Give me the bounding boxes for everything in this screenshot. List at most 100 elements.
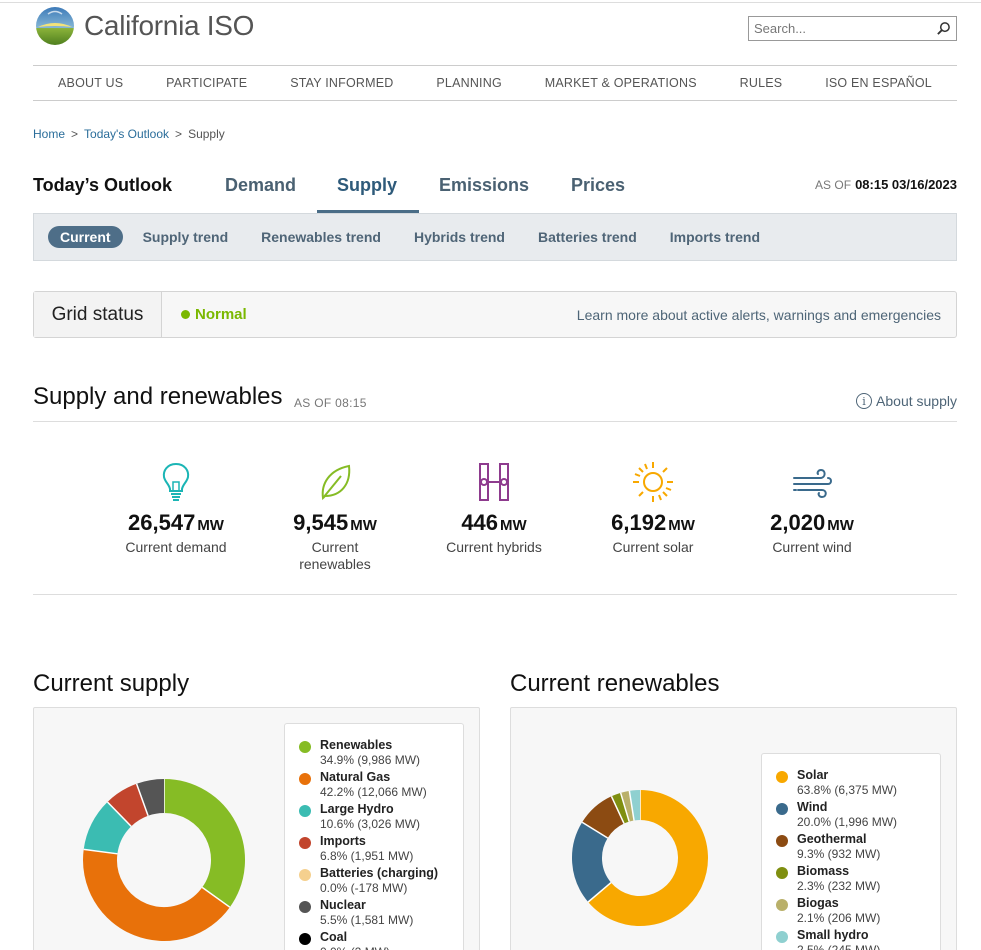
current-supply-title: Current supply xyxy=(33,670,190,697)
stat-value: 6,192 xyxy=(611,510,667,535)
legend-value: 2.3% (232 MW) xyxy=(797,879,881,893)
donut-slice-biogas[interactable] xyxy=(620,790,635,822)
donut-slice-geothermal[interactable] xyxy=(582,796,625,839)
stat-label: Current wind xyxy=(772,539,852,555)
stat-value: 446 xyxy=(461,510,499,535)
search-input[interactable] xyxy=(749,21,929,36)
legend-value: 2.1% (206 MW) xyxy=(797,911,881,925)
nav-rules[interactable]: RULES xyxy=(739,76,783,90)
legend-value: 20.0% (1,996 MW) xyxy=(797,815,898,829)
outlook-title: Today’s Outlook xyxy=(33,175,173,195)
legend-swatch xyxy=(299,933,311,945)
legend-name: Nuclear xyxy=(320,898,366,912)
legend-swatch xyxy=(299,837,311,849)
hybrid-icon xyxy=(479,463,509,501)
grid-status-value: Normal xyxy=(181,306,247,323)
slice-separator xyxy=(628,790,635,821)
donut-slice-imports[interactable] xyxy=(107,783,149,827)
search-box[interactable] xyxy=(748,16,957,41)
about-supply-label: About supply xyxy=(876,393,957,409)
donut-slice-solar[interactable] xyxy=(588,790,708,926)
stat-label: Current demand xyxy=(125,539,227,555)
search-icon[interactable] xyxy=(936,21,951,36)
legend-name: Small hydro xyxy=(797,928,869,942)
current-supply-donut xyxy=(83,779,245,941)
legend-value: 0.0% (-178 MW) xyxy=(320,881,408,895)
alerts-link[interactable]: Learn more about active alerts, warnings… xyxy=(576,307,941,323)
stat-current-demand: 26,547 MW Current demand xyxy=(101,460,251,556)
sun-icon xyxy=(633,462,673,502)
logo-globe-icon xyxy=(36,7,74,45)
legend-swatch xyxy=(776,899,788,911)
current-renewables-donut xyxy=(572,790,708,926)
stat-unit: MW xyxy=(197,517,224,534)
slice-separator xyxy=(201,886,231,908)
donut-slice-small-hydro[interactable] xyxy=(629,790,641,821)
nav-iso-en-espanol[interactable]: ISO EN ESPAÑOL xyxy=(825,76,932,90)
stat-current-wind: 2,020 MW Current wind xyxy=(737,460,887,556)
subnav-supply-trend[interactable]: Supply trend xyxy=(142,229,229,245)
divider xyxy=(33,421,957,422)
subnav-renewables-trend[interactable]: Renewables trend xyxy=(261,229,381,245)
legend-swatch xyxy=(776,867,788,879)
slice-separator xyxy=(106,801,132,827)
donut-slice-large-hydro[interactable] xyxy=(83,802,132,855)
subnav-current[interactable]: Current xyxy=(48,226,123,248)
legend-name: Solar xyxy=(797,768,829,782)
legend-value: 6.8% (1,951 MW) xyxy=(320,849,414,863)
supply-subnav: Current Supply trend Renewables trend Hy… xyxy=(33,213,957,261)
donut-slice-nuclear[interactable] xyxy=(136,779,165,817)
stat-value: 26,547 xyxy=(128,510,196,535)
legend-name: Coal xyxy=(320,930,348,944)
breadcrumb-current: Supply xyxy=(188,127,225,141)
nav-stay-informed[interactable]: STAY INFORMED xyxy=(290,76,394,90)
legend-swatch xyxy=(776,771,788,783)
stat-current-renewables: 9,545 MW Current renewables xyxy=(260,460,410,573)
current-renewables-panel: Solar 63.8% (6,375 MW) Wind 20.0% (1,996 MW… xyxy=(510,707,957,950)
tab-prices[interactable]: Prices xyxy=(571,175,626,195)
nav-planning[interactable]: PLANNING xyxy=(436,76,502,90)
legend-swatch xyxy=(299,773,311,785)
supply-renewables-title: Supply and renewables xyxy=(33,383,283,410)
legend-name: Imports xyxy=(320,834,366,848)
legend-swatch xyxy=(299,741,311,753)
slice-separator xyxy=(587,882,612,903)
donut-slice-natural-gas[interactable] xyxy=(83,849,230,941)
current-supply-legend: Renewables 34.9% (9,986 MW) Natural Gas 42.… xyxy=(284,723,464,950)
tab-emissions[interactable]: Emissions xyxy=(439,175,530,195)
breadcrumb-outlook[interactable]: Today's Outlook xyxy=(84,127,170,141)
stat-value: 9,545 xyxy=(293,510,349,535)
california-iso-logo[interactable]: California ISO xyxy=(34,5,266,47)
tab-demand[interactable]: Demand xyxy=(225,175,297,195)
stat-value: 2,020 xyxy=(770,510,826,535)
about-supply-link[interactable]: i About supply xyxy=(856,393,957,409)
slice-separator xyxy=(619,792,630,822)
tab-supply[interactable]: Supply xyxy=(337,175,398,195)
info-icon: i xyxy=(856,393,873,409)
nav-about-us[interactable]: ABOUT US xyxy=(58,76,124,90)
outlook-timestamp: AS OF 08:15 03/16/2023 xyxy=(815,177,957,192)
nav-participate[interactable]: PARTICIPATE xyxy=(166,76,248,90)
donut-slice-wind[interactable] xyxy=(572,822,612,902)
legend-name: Wind xyxy=(797,800,828,814)
breadcrumb-home[interactable]: Home xyxy=(33,127,66,141)
wind-icon xyxy=(793,468,832,499)
legend-value: 63.8% (6,375 MW) xyxy=(797,783,898,797)
leaf-icon xyxy=(321,464,351,501)
legend-swatch xyxy=(299,901,311,913)
donut-slice-renewables[interactable] xyxy=(163,779,245,908)
subnav-imports-trend[interactable]: Imports trend xyxy=(669,229,761,245)
legend-name: Biomass xyxy=(797,864,850,878)
breadcrumb-separator: > xyxy=(175,127,183,141)
stat-label: Current renewables xyxy=(299,539,371,572)
stat-unit: MW xyxy=(827,517,854,534)
nav-market-operations[interactable]: MARKET & OPERATIONS xyxy=(544,76,697,90)
legend-swatch xyxy=(299,805,311,817)
active-tab-indicator xyxy=(317,210,419,213)
donut-slice-biomass[interactable] xyxy=(611,792,630,824)
subnav-batteries-trend[interactable]: Batteries trend xyxy=(537,229,637,245)
top-border xyxy=(0,2,981,3)
stat-current-solar: 6,192 MW Current solar xyxy=(578,460,728,556)
subnav-hybrids-trend[interactable]: Hybrids trend xyxy=(413,229,505,245)
legend-value: 0.0% (2 MW) xyxy=(320,945,390,950)
